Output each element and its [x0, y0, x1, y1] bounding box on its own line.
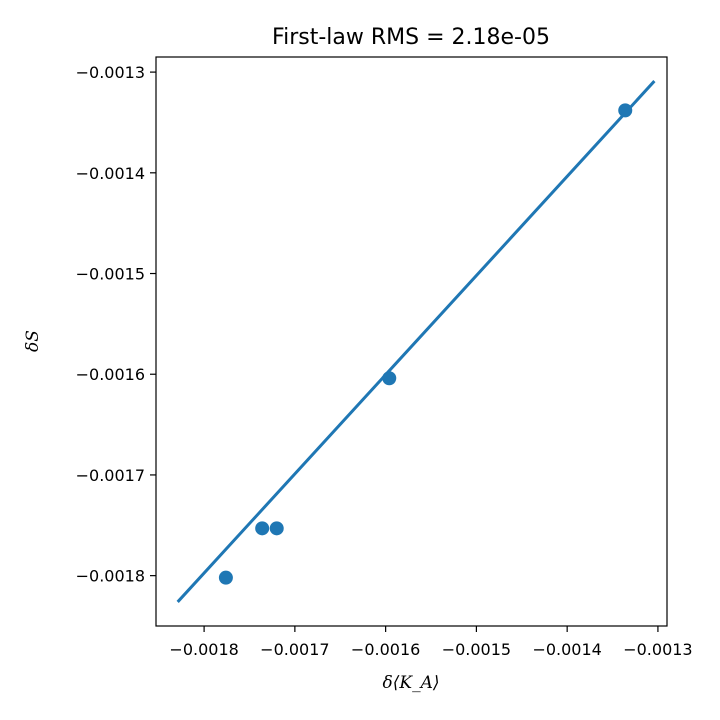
y-tick-label: −0.0016: [76, 365, 145, 384]
x-tick-label: −0.0014: [532, 640, 601, 659]
y-tick-label: −0.0017: [76, 466, 145, 485]
chart-title: First-law RMS = 2.18e-05: [272, 25, 550, 50]
plot-area: [176, 80, 656, 603]
x-tick-label: −0.0018: [169, 640, 238, 659]
y-axis-label: δS: [23, 330, 43, 352]
data-point: [382, 371, 397, 386]
x-tick-label: −0.0017: [260, 640, 329, 659]
y-axis: −0.0018 −0.0017 −0.0016 −0.0015 −0.0014 −0.00…: [76, 63, 156, 586]
x-tick-label: −0.0013: [623, 640, 692, 659]
x-tick-label: −0.0016: [351, 640, 420, 659]
data-point: [618, 103, 633, 118]
x-tick-label: −0.0015: [442, 640, 511, 659]
fit-line: [176, 80, 656, 603]
data-point: [218, 570, 233, 585]
data-point: [255, 521, 270, 536]
y-tick-label: −0.0013: [76, 63, 145, 82]
y-tick-label: −0.0015: [76, 265, 145, 284]
axes-frame: [155, 56, 668, 627]
x-axis-label: δ⟨K_A⟩: [383, 673, 440, 693]
data-point: [269, 521, 284, 536]
y-tick-label: −0.0018: [76, 567, 145, 586]
y-tick-label: −0.0014: [76, 164, 145, 183]
x-axis: −0.0018 −0.0017 −0.0016 −0.0015 −0.0014 −0.00…: [169, 626, 693, 659]
